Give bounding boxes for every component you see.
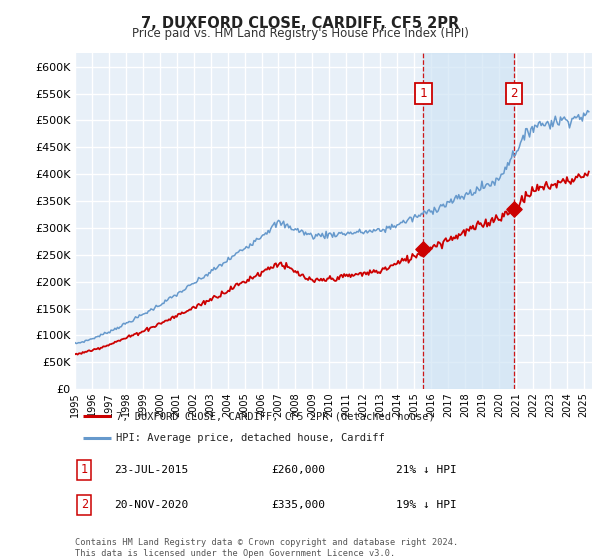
Text: 2: 2 [81,498,88,511]
Text: 7, DUXFORD CLOSE, CARDIFF, CF5 2PR (detached house): 7, DUXFORD CLOSE, CARDIFF, CF5 2PR (deta… [116,411,435,421]
Bar [424,53,514,389]
Text: 20-NOV-2020: 20-NOV-2020 [114,500,188,510]
Point [419,245,428,254]
Text: 1: 1 [81,464,88,477]
Text: Contains HM Land Registry data © Crown copyright and database right 2024.
This d: Contains HM Land Registry data © Crown c… [75,538,458,558]
Text: 1: 1 [420,87,427,100]
Text: Price paid vs. HM Land Registry's House Price Index (HPI): Price paid vs. HM Land Registry's House … [131,27,469,40]
Text: 21% ↓ HPI: 21% ↓ HPI [395,465,457,475]
Text: 19% ↓ HPI: 19% ↓ HPI [395,500,457,510]
Point [509,204,519,213]
Text: £335,000: £335,000 [272,500,326,510]
Text: 7, DUXFORD CLOSE, CARDIFF, CF5 2PR: 7, DUXFORD CLOSE, CARDIFF, CF5 2PR [141,16,459,31]
Text: 2: 2 [511,87,518,100]
Text: 23-JUL-2015: 23-JUL-2015 [114,465,188,475]
Text: £260,000: £260,000 [272,465,326,475]
Text: HPI: Average price, detached house, Cardiff: HPI: Average price, detached house, Card… [116,433,385,443]
